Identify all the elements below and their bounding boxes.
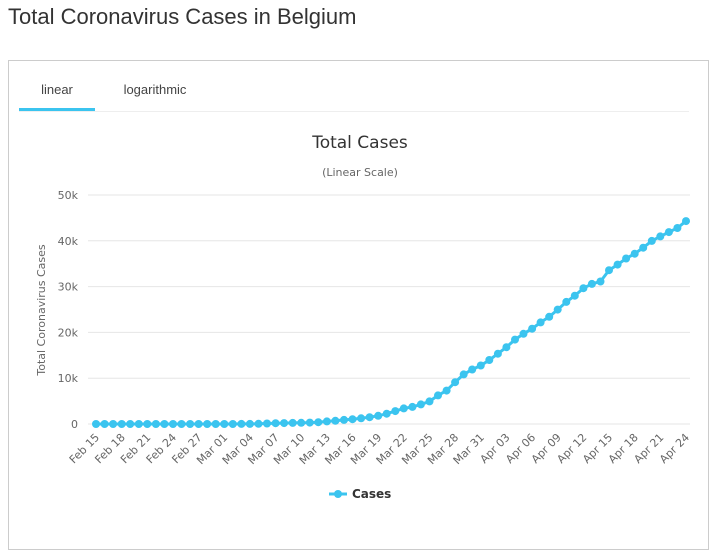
data-point[interactable] — [502, 343, 511, 352]
series-line — [96, 219, 687, 426]
data-point[interactable] — [186, 420, 195, 428]
data-point[interactable] — [109, 420, 118, 428]
legend-marker — [334, 490, 342, 498]
chart-panel: linear logarithmic — [8, 60, 709, 550]
data-point[interactable] — [237, 419, 246, 428]
data-point[interactable] — [468, 365, 477, 374]
data-point[interactable] — [203, 420, 212, 428]
data-point[interactable] — [434, 391, 442, 400]
data-point[interactable] — [305, 418, 314, 427]
data-point[interactable] — [528, 324, 537, 333]
tab-logarithmic[interactable]: logarithmic — [123, 82, 187, 97]
data-point[interactable] — [630, 249, 639, 258]
y-tick-label: 40k — [58, 235, 79, 248]
legend[interactable]: Cases — [329, 487, 391, 501]
data-point[interactable] — [664, 228, 673, 237]
data-point[interactable] — [245, 419, 254, 428]
data-point[interactable] — [365, 413, 374, 422]
data-point[interactable] — [263, 419, 271, 428]
data-point[interactable] — [459, 370, 468, 379]
data-point[interactable] — [322, 417, 331, 426]
data-point[interactable] — [682, 217, 690, 226]
data-point[interactable] — [357, 414, 366, 423]
data-point[interactable] — [297, 418, 306, 427]
data-point[interactable] — [605, 266, 613, 275]
data-point[interactable] — [639, 243, 648, 252]
y-tick-label: 50k — [58, 189, 79, 202]
data-point[interactable] — [613, 260, 622, 269]
scale-tabs: linear logarithmic — [19, 71, 689, 112]
data-point[interactable] — [553, 305, 562, 314]
data-point[interactable] — [493, 349, 502, 358]
data-point[interactable] — [151, 420, 160, 428]
data-point[interactable] — [280, 419, 289, 428]
data-point[interactable] — [220, 420, 229, 428]
data-point[interactable] — [382, 409, 391, 418]
data-point[interactable] — [100, 420, 109, 428]
y-tick-label: 20k — [58, 326, 79, 339]
data-point[interactable] — [117, 420, 126, 428]
y-tick-label: 30k — [58, 281, 79, 294]
data-point[interactable] — [673, 224, 682, 232]
data-point[interactable] — [647, 236, 656, 245]
data-point[interactable] — [169, 420, 177, 428]
data-point[interactable] — [656, 232, 665, 241]
data-point[interactable] — [340, 415, 348, 424]
data-point[interactable] — [425, 397, 434, 406]
chart-title: Total Cases — [311, 133, 408, 153]
data-point[interactable] — [545, 312, 554, 321]
data-point[interactable] — [485, 356, 494, 364]
tab-linear[interactable]: linear — [19, 71, 95, 111]
data-point[interactable] — [587, 279, 596, 288]
data-point[interactable] — [391, 407, 400, 416]
data-point[interactable] — [126, 420, 135, 428]
data-point[interactable] — [579, 284, 588, 293]
data-point[interactable] — [596, 277, 605, 286]
data-point[interactable] — [92, 420, 100, 428]
data-point[interactable] — [562, 297, 571, 306]
data-point[interactable] — [622, 254, 631, 263]
legend-label[interactable]: Cases — [352, 487, 391, 501]
data-point[interactable] — [416, 400, 425, 409]
data-point[interactable] — [408, 402, 417, 411]
data-point[interactable] — [442, 386, 451, 395]
chart-subtitle: (Linear Scale) — [322, 166, 398, 179]
data-point[interactable] — [160, 420, 169, 428]
data-point[interactable] — [314, 418, 323, 427]
data-point[interactable] — [570, 291, 579, 300]
y-axis-label: Total Coronavirus Cases — [35, 244, 48, 377]
data-point[interactable] — [134, 420, 143, 428]
y-tick-label: 10k — [58, 372, 79, 385]
data-point[interactable] — [194, 420, 203, 428]
data-point[interactable] — [288, 418, 297, 427]
data-point[interactable] — [331, 416, 340, 425]
data-point[interactable] — [211, 420, 220, 428]
data-point[interactable] — [374, 411, 383, 420]
page-title: Total Coronavirus Cases in Belgium — [8, 4, 357, 29]
data-point[interactable] — [228, 420, 237, 428]
data-point[interactable] — [177, 420, 186, 428]
data-point[interactable] — [476, 361, 485, 370]
data-point[interactable] — [271, 419, 280, 428]
data-point[interactable] — [254, 419, 263, 428]
data-point[interactable] — [451, 378, 460, 387]
data-point[interactable] — [348, 415, 357, 424]
data-point[interactable] — [519, 329, 528, 338]
y-tick-label: 0 — [71, 418, 78, 431]
data-point[interactable] — [536, 318, 545, 327]
data-point[interactable] — [399, 404, 408, 413]
data-point[interactable] — [143, 420, 152, 428]
data-point[interactable] — [511, 335, 519, 344]
